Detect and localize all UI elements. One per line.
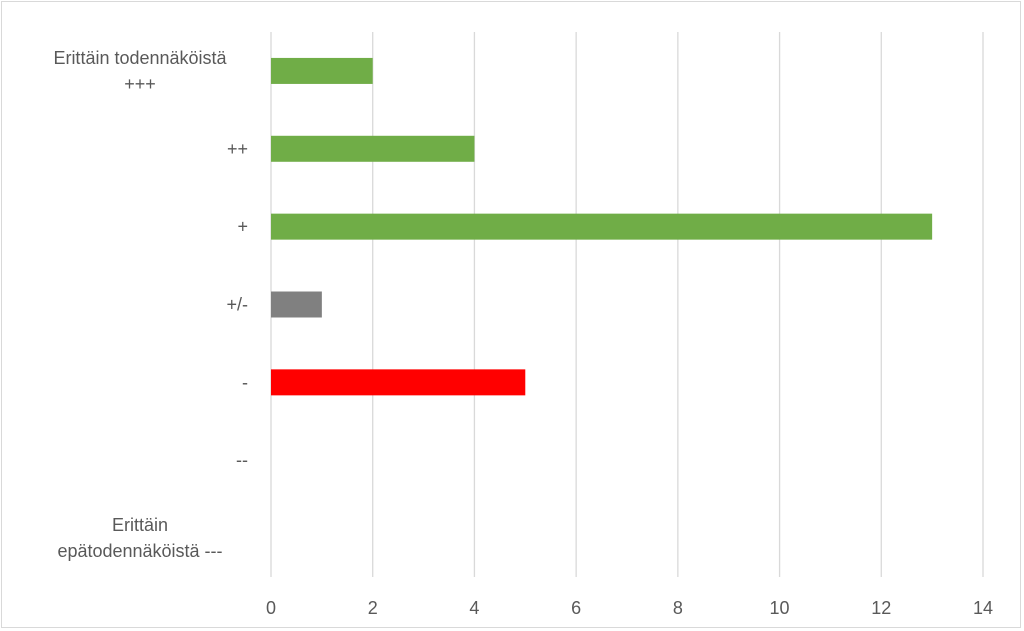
y-category-label: Erittäin bbox=[112, 515, 168, 535]
y-category-label: +/- bbox=[226, 295, 248, 315]
x-tick-label: 2 bbox=[368, 598, 378, 618]
x-tick-label: 0 bbox=[266, 598, 276, 618]
bar bbox=[271, 213, 933, 240]
bar bbox=[271, 369, 526, 396]
x-tick-label: 10 bbox=[770, 598, 790, 618]
y-category-label: - bbox=[242, 372, 248, 392]
x-tick-label: 6 bbox=[571, 598, 581, 618]
x-tick-label: 12 bbox=[871, 598, 891, 618]
y-category-label: epätodennäköistä --- bbox=[57, 541, 222, 561]
bar bbox=[271, 57, 373, 84]
y-category-label: ++ bbox=[227, 139, 248, 159]
y-category-label: + bbox=[237, 217, 248, 237]
x-tick-label: 4 bbox=[469, 598, 479, 618]
y-category-label: +++ bbox=[124, 74, 156, 94]
x-tick-label: 14 bbox=[973, 598, 993, 618]
bar bbox=[271, 291, 322, 318]
bar bbox=[271, 135, 475, 162]
y-category-label: Erittäin todennäköistä bbox=[53, 48, 227, 68]
x-tick-label: 8 bbox=[673, 598, 683, 618]
y-category-label: -- bbox=[236, 450, 248, 470]
